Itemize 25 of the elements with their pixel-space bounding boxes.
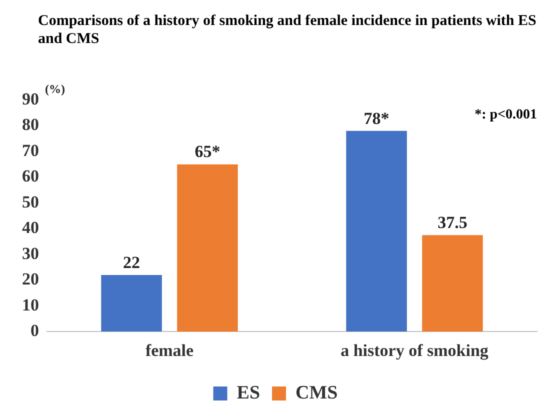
y-tick-label: 0 xyxy=(30,320,39,340)
y-tick-label: 80 xyxy=(22,115,39,134)
legend-label: ES xyxy=(236,382,260,404)
y-tick-label: 10 xyxy=(22,295,39,314)
y-tick-label: 60 xyxy=(22,166,39,186)
data-label: 37.5 xyxy=(438,212,468,232)
x-tick-label: a history of smoking xyxy=(340,341,489,360)
bar xyxy=(101,274,162,332)
x-tick-label: female xyxy=(145,341,194,360)
y-tick-label: 40 xyxy=(22,218,39,238)
y-tick-label: 70 xyxy=(22,140,39,160)
y-tick-label: 20 xyxy=(22,270,39,289)
bar xyxy=(177,164,238,332)
data-label: 22 xyxy=(123,252,140,272)
y-tick-label: 30 xyxy=(22,244,39,263)
y-tick-label: 90 xyxy=(22,89,39,108)
chart-title: Comparisons of a history of smoking and female incidence in patients with ES and CMS xyxy=(38,12,538,48)
y-axis-title: (%) xyxy=(45,82,65,96)
data-label: 65* xyxy=(194,142,220,162)
y-tick-label: 50 xyxy=(22,192,39,212)
data-label: 78* xyxy=(364,108,390,128)
bar xyxy=(346,130,407,332)
legend-label: CMS xyxy=(296,382,338,404)
bar xyxy=(422,235,483,332)
annotation: *: p<0.001 xyxy=(474,108,537,123)
